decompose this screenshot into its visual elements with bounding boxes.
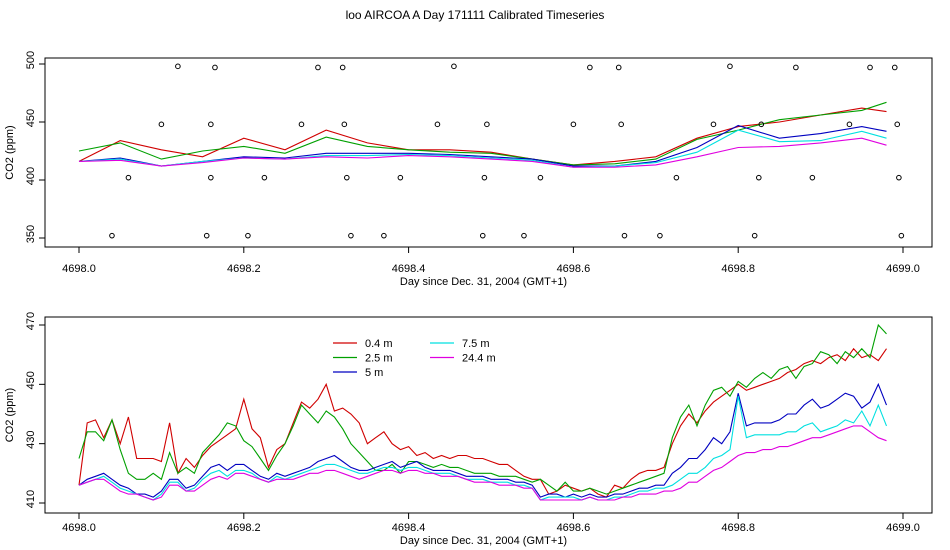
panel1-x-tick-label: 4698.0 [62,263,96,275]
panel1-data-point [846,121,853,128]
panel1-data-point [341,121,348,128]
panel1-data-point [570,121,577,128]
panel1-data-point [891,64,898,71]
legend-label: 5 m [365,367,383,379]
panel1-y-tick-label: 450 [25,109,37,127]
panel1-y-axis-label: CO2 (ppm) [4,125,16,179]
panel1-data-point [344,174,350,181]
panel2-series-line-2-5-m [78,323,887,495]
panel2-y-tick-label: 450 [25,371,37,389]
panel1-data-point [298,121,305,128]
panel1-data-point [109,232,115,239]
panel2-x-tick-label: 4699.0 [886,522,920,534]
panel2-x-tick-label: 4698.8 [721,522,755,534]
panel1-data-point [434,121,441,128]
panel1-data-point [756,174,762,181]
panel1-data-point [727,63,733,70]
panel2-x-tick-label: 4698.4 [392,522,426,534]
panel1-data-point [809,174,816,181]
panel1-series-line-5-m [78,124,887,167]
panel2-y-tick-label: 410 [25,490,37,508]
panel2-series-line-0-4-m [78,347,887,498]
panel1-data-point [484,121,490,128]
panel2-series-line-5-m [78,382,888,498]
panel2-series-line-7-5-m [78,396,888,501]
panel1-data-point [587,64,593,71]
panel1-x-tick-label: 4699.0 [886,263,920,275]
panel1-data-point [618,121,624,128]
legend-label: 24.4 m [462,353,496,365]
panel1-series-line-24-4-m [78,137,887,168]
panel1-data-point [208,121,214,128]
panel1-data-point [710,121,717,128]
chart-title: loo AIRCOA A Day 171111 Calibrated Times… [345,8,605,22]
panel2-y-tick-label: 470 [25,312,37,330]
panel1-data-point [212,64,218,71]
panel1-y-tick-label: 500 [25,51,37,69]
panel1-x-axis-label: Day since Dec. 31, 2004 (GMT+1) [400,276,567,288]
panel1-data-point [621,232,628,239]
panel1-data-point [894,121,901,128]
panel1-data-point [896,174,902,181]
panel1-data-point [245,232,251,239]
panel1-data-point [481,174,488,181]
panel1-data-point [673,174,680,181]
panel1-data-point [615,64,622,71]
panel1-data-point [158,121,165,128]
legend-label: 7.5 m [462,338,490,350]
panel1-data-point [751,232,758,239]
panel1-data-point [537,174,544,181]
panel1-y-tick-label: 400 [25,167,37,185]
panel1-x-tick-label: 4698.4 [392,263,426,275]
legend-label: 0.4 m [365,338,393,350]
panel1-data-point [451,63,457,70]
panel1-x-tick-label: 4698.2 [227,263,261,275]
panel1-data-point [898,232,905,239]
panel2-x-axis-label: Day since Dec. 31, 2004 (GMT+1) [400,535,567,547]
panel1-data-point [758,121,765,128]
panel1-data-point [657,232,663,239]
panel1-data-point [397,174,404,181]
panel2-frame [44,316,933,514]
panel1-x-tick-label: 4698.8 [721,263,755,275]
panel1-data-point [315,64,321,71]
panel1-series-line-2-5-m [78,101,887,166]
panel1-data-point [339,64,346,71]
panel1-data-point [867,64,873,71]
panel2-y-axis-label: CO2 (ppm) [4,388,16,442]
panel1-data-point [793,64,799,71]
panel2-series-line-24-4-m [78,425,887,501]
panel1-data-point [479,232,486,239]
panel2-x-tick-label: 4698.6 [557,522,591,534]
panel2-x-tick-label: 4698.0 [62,522,96,534]
panel1-data-point [175,63,181,70]
panel1-x-tick-label: 4698.6 [557,263,591,275]
panel1-data-point [125,174,132,181]
panel1-frame [44,57,933,248]
panel1-data-point [203,232,210,239]
panel1-data-point [348,232,354,239]
panel1-data-point [521,232,527,239]
panel2-y-tick-label: 430 [25,430,37,448]
panel1-data-point [381,232,387,239]
panel1-y-tick-label: 350 [25,225,37,243]
panel1-data-point [208,174,214,181]
panel2-x-tick-label: 4698.2 [227,522,261,534]
panel1-series-line-7-5-m [78,129,887,168]
panel1-data-point [261,174,268,181]
legend-label: 2.5 m [365,353,393,365]
